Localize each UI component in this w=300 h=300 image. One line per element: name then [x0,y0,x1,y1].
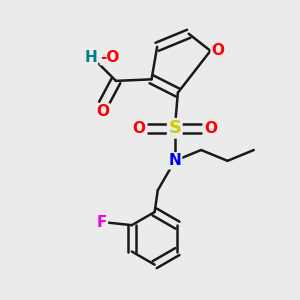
Text: O: O [132,121,145,136]
Text: F: F [97,215,107,230]
Text: S: S [168,119,181,137]
Text: H: H [85,50,97,64]
Text: O: O [212,43,225,58]
Text: -O: -O [100,50,120,64]
Text: O: O [96,104,110,119]
Text: O: O [205,121,218,136]
Text: N: N [168,153,181,168]
